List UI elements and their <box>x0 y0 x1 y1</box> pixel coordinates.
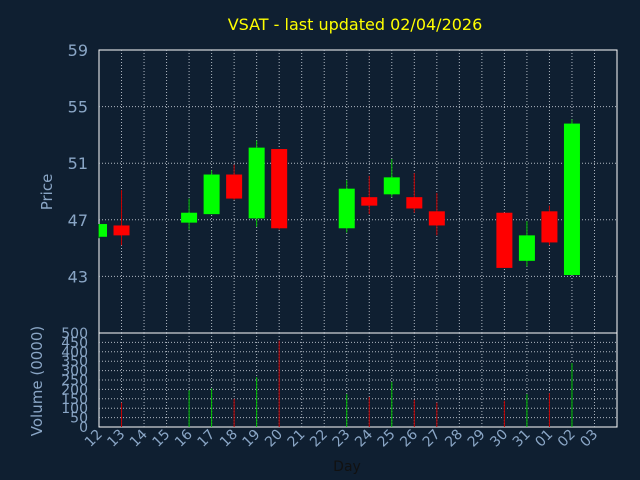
x-tick-label: 03 <box>577 427 601 451</box>
chart-title: VSAT - last updated 02/04/2026 <box>228 15 483 34</box>
candle-body <box>338 188 355 229</box>
candles <box>98 119 580 275</box>
candle-body <box>203 174 220 215</box>
volume-tick-label: 100 <box>61 401 88 417</box>
volume-tick-label: 250 <box>61 373 88 389</box>
x-tick-labels: 1213141516171819202122232425262728293031… <box>82 426 601 450</box>
x-tick-label: 15 <box>149 427 173 451</box>
x-tick-label: 24 <box>352 426 376 450</box>
candle-body <box>271 149 288 229</box>
candle-body <box>383 177 400 195</box>
candle-body <box>226 174 243 199</box>
x-tick-label: 20 <box>262 427 286 451</box>
x-tick-label: 23 <box>330 427 354 451</box>
candle-body <box>518 235 535 261</box>
candle-body <box>496 212 513 268</box>
price-tick-label: 51 <box>68 154 88 173</box>
x-tick-label: 14 <box>127 426 151 450</box>
candle-body <box>541 211 558 243</box>
volume-tick-label: 500 <box>61 326 88 342</box>
candle-body <box>181 212 198 223</box>
x-tick-label: 13 <box>104 427 128 451</box>
price-tick-label: 55 <box>68 98 88 117</box>
price-tick-label: 59 <box>68 41 88 60</box>
x-tick-label: 28 <box>442 427 466 451</box>
volume-tick-label: 300 <box>61 364 88 380</box>
candle-body <box>428 211 445 226</box>
volume-tick-label: 450 <box>61 335 88 351</box>
price-plot-area <box>98 49 618 334</box>
x-tick-label: 01 <box>532 427 556 451</box>
price-tick-label: 47 <box>68 211 88 230</box>
price-axis-label: Price <box>38 174 56 211</box>
volume-axis-label: Volume (0000) <box>28 326 46 436</box>
candle-body <box>99 224 107 237</box>
x-tick-label: 27 <box>420 427 444 451</box>
x-axis-label: Day <box>333 459 361 475</box>
volume-bars <box>121 340 573 427</box>
candle-body <box>248 147 265 219</box>
volume-tick-label: 50 <box>70 411 88 427</box>
x-tick-label: 18 <box>217 427 241 451</box>
x-tick-label: 17 <box>195 427 219 451</box>
volume-tick-label: 400 <box>61 345 88 361</box>
x-tick-label: 26 <box>397 426 421 450</box>
x-tick-label: 25 <box>375 427 399 451</box>
price-tick-label: 43 <box>68 267 88 286</box>
candle-body <box>563 123 580 275</box>
volume-tick-label: 200 <box>61 382 88 398</box>
x-tick-label: 22 <box>307 427 331 451</box>
candle-body <box>406 197 423 209</box>
x-tick-label: 30 <box>487 427 511 451</box>
x-tick-label: 31 <box>510 427 534 451</box>
volume-tick-label: 150 <box>61 392 88 408</box>
candle-body <box>113 225 130 236</box>
x-tick-label: 02 <box>555 427 579 451</box>
x-tick-label: 16 <box>172 426 196 450</box>
candle-body <box>361 197 378 206</box>
volume-tick-label: 0 <box>79 420 88 436</box>
price-tick-labels: 59 55 51 47 43 <box>68 41 88 286</box>
x-tick-label: 21 <box>285 427 309 451</box>
x-tick-label: 29 <box>465 427 489 451</box>
x-tick-label: 19 <box>240 427 264 451</box>
volume-tick-label: 350 <box>61 354 88 370</box>
